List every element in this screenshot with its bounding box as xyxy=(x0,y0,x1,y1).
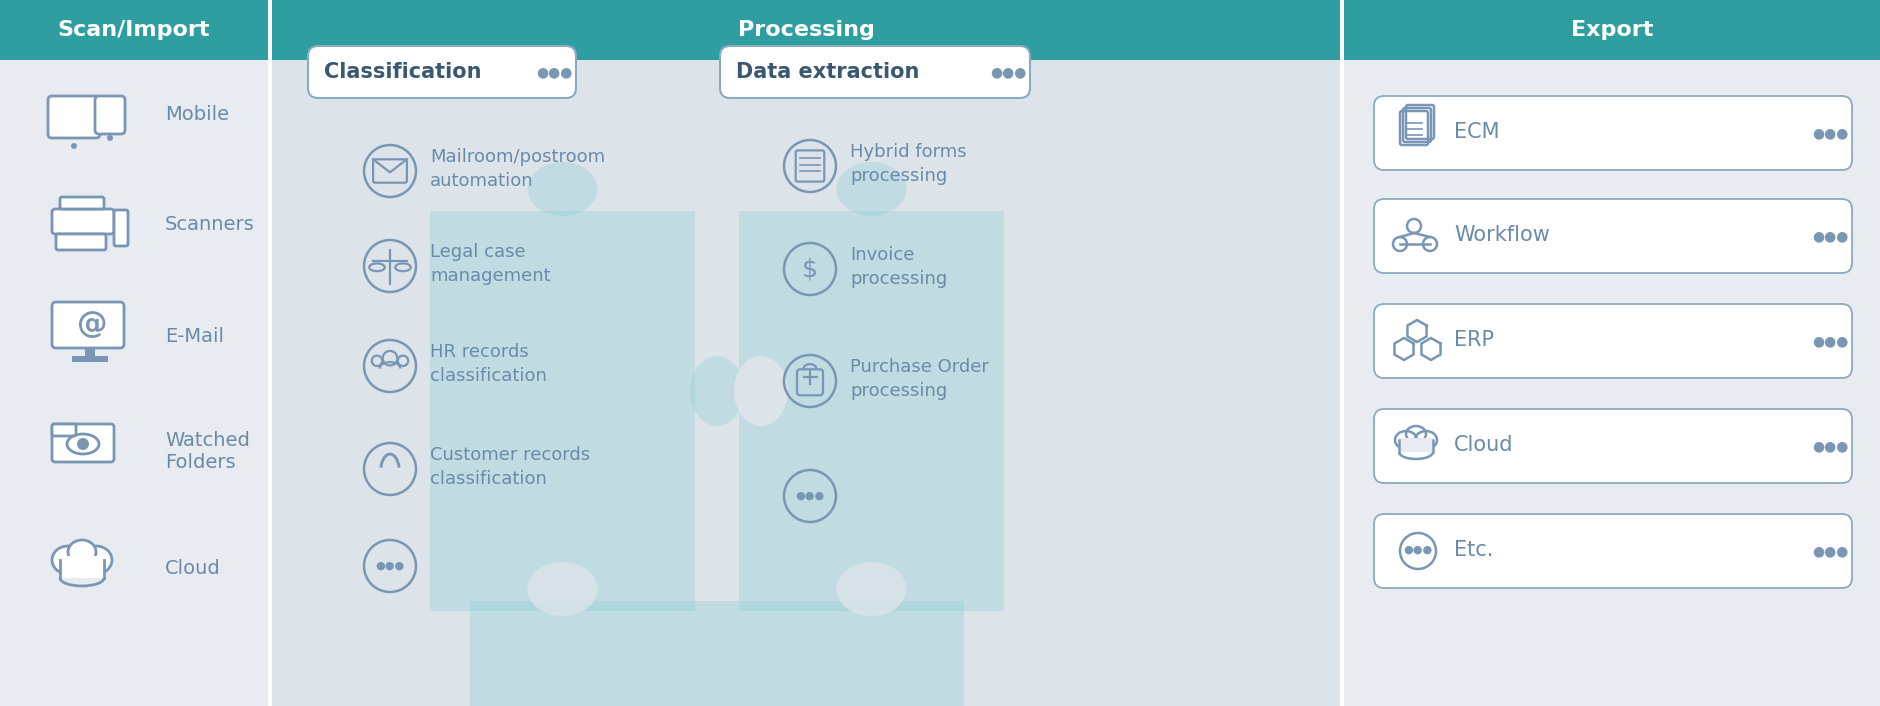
FancyBboxPatch shape xyxy=(1374,199,1852,273)
Text: E-Mail: E-Mail xyxy=(165,326,224,345)
FancyBboxPatch shape xyxy=(49,96,100,138)
Text: Purchase Order
processing: Purchase Order processing xyxy=(850,358,989,400)
Bar xyxy=(739,211,1004,611)
FancyBboxPatch shape xyxy=(1374,514,1852,588)
Bar xyxy=(1340,0,1344,706)
Bar xyxy=(273,60,1340,706)
Text: @: @ xyxy=(77,309,107,338)
Text: Cloud: Cloud xyxy=(1453,435,1513,455)
Text: Invoice
processing: Invoice processing xyxy=(850,246,948,288)
Text: Export: Export xyxy=(1572,20,1653,40)
Text: Mobile: Mobile xyxy=(165,104,229,124)
FancyBboxPatch shape xyxy=(53,424,75,436)
Ellipse shape xyxy=(837,162,906,216)
Text: Data extraction: Data extraction xyxy=(735,62,919,82)
Text: Mailroom/postroom
automation: Mailroom/postroom automation xyxy=(431,148,605,190)
Text: ERP: ERP xyxy=(1453,330,1495,350)
Text: HR records
classification: HR records classification xyxy=(431,343,547,385)
Bar xyxy=(269,0,273,706)
Bar xyxy=(60,556,103,578)
Text: Processing: Processing xyxy=(737,20,874,40)
Text: ECM: ECM xyxy=(1453,122,1500,142)
FancyBboxPatch shape xyxy=(53,209,115,234)
Text: Watched
Folders: Watched Folders xyxy=(165,431,250,472)
Text: ●●●: ●●● xyxy=(1812,126,1848,140)
Ellipse shape xyxy=(81,546,113,574)
Text: Legal case
management: Legal case management xyxy=(431,243,551,285)
Ellipse shape xyxy=(53,546,85,574)
FancyBboxPatch shape xyxy=(1374,96,1852,170)
Text: ●●●: ●●● xyxy=(536,65,572,79)
Text: $: $ xyxy=(803,257,818,281)
FancyBboxPatch shape xyxy=(115,210,128,246)
FancyBboxPatch shape xyxy=(96,96,124,134)
Circle shape xyxy=(77,438,88,450)
Ellipse shape xyxy=(837,562,906,616)
Circle shape xyxy=(107,135,113,141)
FancyBboxPatch shape xyxy=(60,197,103,209)
Bar xyxy=(431,211,696,611)
Text: Etc.: Etc. xyxy=(1453,540,1493,560)
FancyBboxPatch shape xyxy=(56,234,105,250)
Text: Scan/Import: Scan/Import xyxy=(58,20,211,40)
Bar xyxy=(0,0,269,60)
Text: Customer records
classification: Customer records classification xyxy=(431,446,590,488)
Ellipse shape xyxy=(690,356,744,426)
Bar xyxy=(71,356,107,362)
Text: ●●●: ●●● xyxy=(989,65,1026,79)
Text: ●●●: ●●● xyxy=(1812,334,1848,348)
Text: ●●●: ●●● xyxy=(1812,544,1848,558)
Bar xyxy=(0,60,269,706)
FancyBboxPatch shape xyxy=(53,424,115,462)
Bar xyxy=(85,348,96,356)
Bar xyxy=(1344,0,1880,60)
Text: Workflow: Workflow xyxy=(1453,225,1549,245)
Text: ●●●: ●●● xyxy=(1402,545,1433,555)
Bar xyxy=(1344,60,1880,706)
Ellipse shape xyxy=(528,162,598,216)
Ellipse shape xyxy=(68,540,96,564)
Ellipse shape xyxy=(528,562,598,616)
Text: Hybrid forms
processing: Hybrid forms processing xyxy=(850,143,966,185)
Ellipse shape xyxy=(733,356,788,426)
Text: Classification: Classification xyxy=(323,62,481,82)
Text: Cloud: Cloud xyxy=(165,559,220,578)
Bar xyxy=(273,0,1340,60)
Text: ●●●: ●●● xyxy=(1812,439,1848,453)
FancyBboxPatch shape xyxy=(1374,409,1852,483)
Bar xyxy=(1399,438,1433,452)
FancyBboxPatch shape xyxy=(308,46,575,98)
Text: ●●●: ●●● xyxy=(376,561,404,571)
FancyBboxPatch shape xyxy=(720,46,1030,98)
Text: Scanners: Scanners xyxy=(165,215,256,234)
Text: ●●●: ●●● xyxy=(1812,229,1848,243)
Circle shape xyxy=(71,143,77,149)
Text: ●●●: ●●● xyxy=(795,491,825,501)
FancyBboxPatch shape xyxy=(53,302,124,348)
FancyBboxPatch shape xyxy=(1374,304,1852,378)
Bar xyxy=(470,601,964,706)
